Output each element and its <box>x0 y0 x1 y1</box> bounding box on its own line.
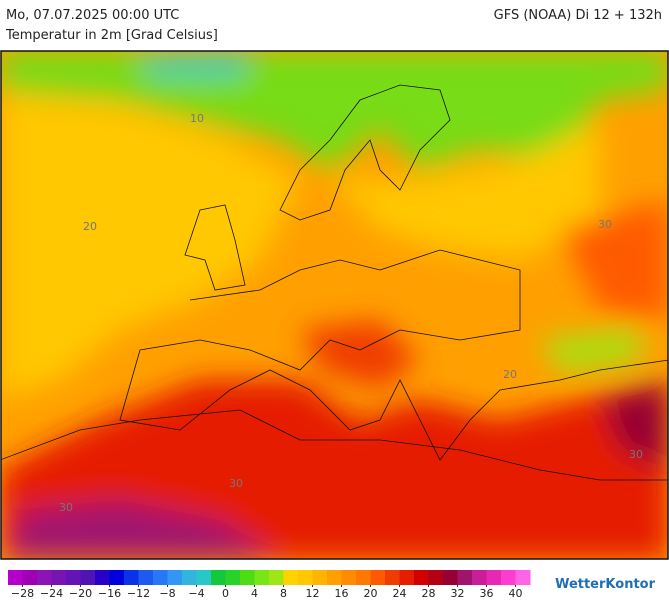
colorbar-swatch <box>167 570 183 585</box>
colorbar-tick-label: 0 <box>222 587 229 600</box>
logo: WetterKontor <box>555 577 656 592</box>
colorbar-swatch <box>298 570 313 585</box>
colorbar-tick-label: −12 <box>127 587 150 600</box>
colorbar-tick-label: 32 <box>451 587 465 600</box>
colorbar-swatch <box>109 570 125 585</box>
colorbar-swatch <box>22 570 38 585</box>
coastlines <box>1 84 668 481</box>
colorbar-swatch <box>443 570 458 585</box>
colorbar-swatch <box>8 570 23 585</box>
colorbar-swatch <box>414 570 429 585</box>
contour-label: 30 <box>59 501 73 514</box>
contour-label: 20 <box>503 368 517 381</box>
colorbar-swatch <box>283 570 299 585</box>
colorbar-tick-label: 28 <box>422 587 436 600</box>
colorbar-swatch <box>37 570 52 585</box>
colorbar-swatch <box>138 570 154 585</box>
colorbar-tick-label: −20 <box>69 587 92 600</box>
colorbar-swatch <box>196 570 212 585</box>
colorbar-swatch <box>182 570 197 585</box>
colorbar-swatch <box>428 570 444 585</box>
contour-label: 20 <box>83 220 97 233</box>
colorbar-tick-label: 16 <box>335 587 349 600</box>
colorbar-swatch <box>51 570 67 585</box>
contour-label: 30 <box>629 448 643 461</box>
colorbar-swatch <box>472 570 487 585</box>
colorbar-swatch <box>240 570 255 585</box>
colorbar-swatch <box>399 570 415 585</box>
colorbar-tick-label: 8 <box>280 587 287 600</box>
contour-label: 30 <box>229 477 243 490</box>
colorbar-swatch <box>80 570 96 585</box>
header-date: Mo, 07.07.2025 00:00 UTC <box>6 8 179 23</box>
colorbar-tick-label: 24 <box>393 587 407 600</box>
header-model: GFS (NOAA) Di 12 + 132h <box>494 8 662 23</box>
colorbar: −28 −24 −20 −16 −12 −8 −4 0 4 8 12 16 20 24 28 32 36 40 <box>8 570 531 600</box>
contour-label: 10 <box>190 112 204 125</box>
colorbar-swatch <box>254 570 270 585</box>
colorbar-swatch <box>66 570 81 585</box>
colorbar-swatch <box>312 570 328 585</box>
colorbar-swatch <box>95 570 110 585</box>
colorbar-swatch <box>457 570 473 585</box>
contour-label: 30 <box>598 218 612 231</box>
colorbar-tick-label: −28 <box>11 587 34 600</box>
colorbar-swatch <box>225 570 241 585</box>
colorbar-swatch <box>153 570 168 585</box>
colorbar-tick-label: 36 <box>480 587 494 600</box>
colorbar-swatch <box>370 570 386 585</box>
colorbar-swatch <box>211 570 226 585</box>
colorbar-tick-label: 40 <box>509 587 523 600</box>
map-frame <box>0 50 669 560</box>
colorbar-swatch <box>385 570 400 585</box>
colorbar-tick-label: 12 <box>306 587 320 600</box>
colorbar-swatch <box>327 570 342 585</box>
colorbar-swatch <box>515 570 531 585</box>
colorbar-swatch <box>356 570 371 585</box>
colorbar-swatch <box>124 570 139 585</box>
colorbar-swatch <box>501 570 516 585</box>
colorbar-swatch <box>486 570 502 585</box>
colorbar-swatch <box>269 570 284 585</box>
header-subtitle: Temperatur in 2m [Grad Celsius] <box>5 28 218 43</box>
colorbar-tick-label: 4 <box>251 587 258 600</box>
map: 10 20 30 30 30 30 20 <box>1 51 668 559</box>
colorbar-tick-label: 20 <box>364 587 378 600</box>
colorbar-swatch <box>341 570 357 585</box>
colorbar-tick-label: −16 <box>98 587 121 600</box>
colorbar-tick-label: −4 <box>188 587 204 600</box>
colorbar-tick-label: −8 <box>159 587 175 600</box>
colorbar-tick-label: −24 <box>40 587 63 600</box>
